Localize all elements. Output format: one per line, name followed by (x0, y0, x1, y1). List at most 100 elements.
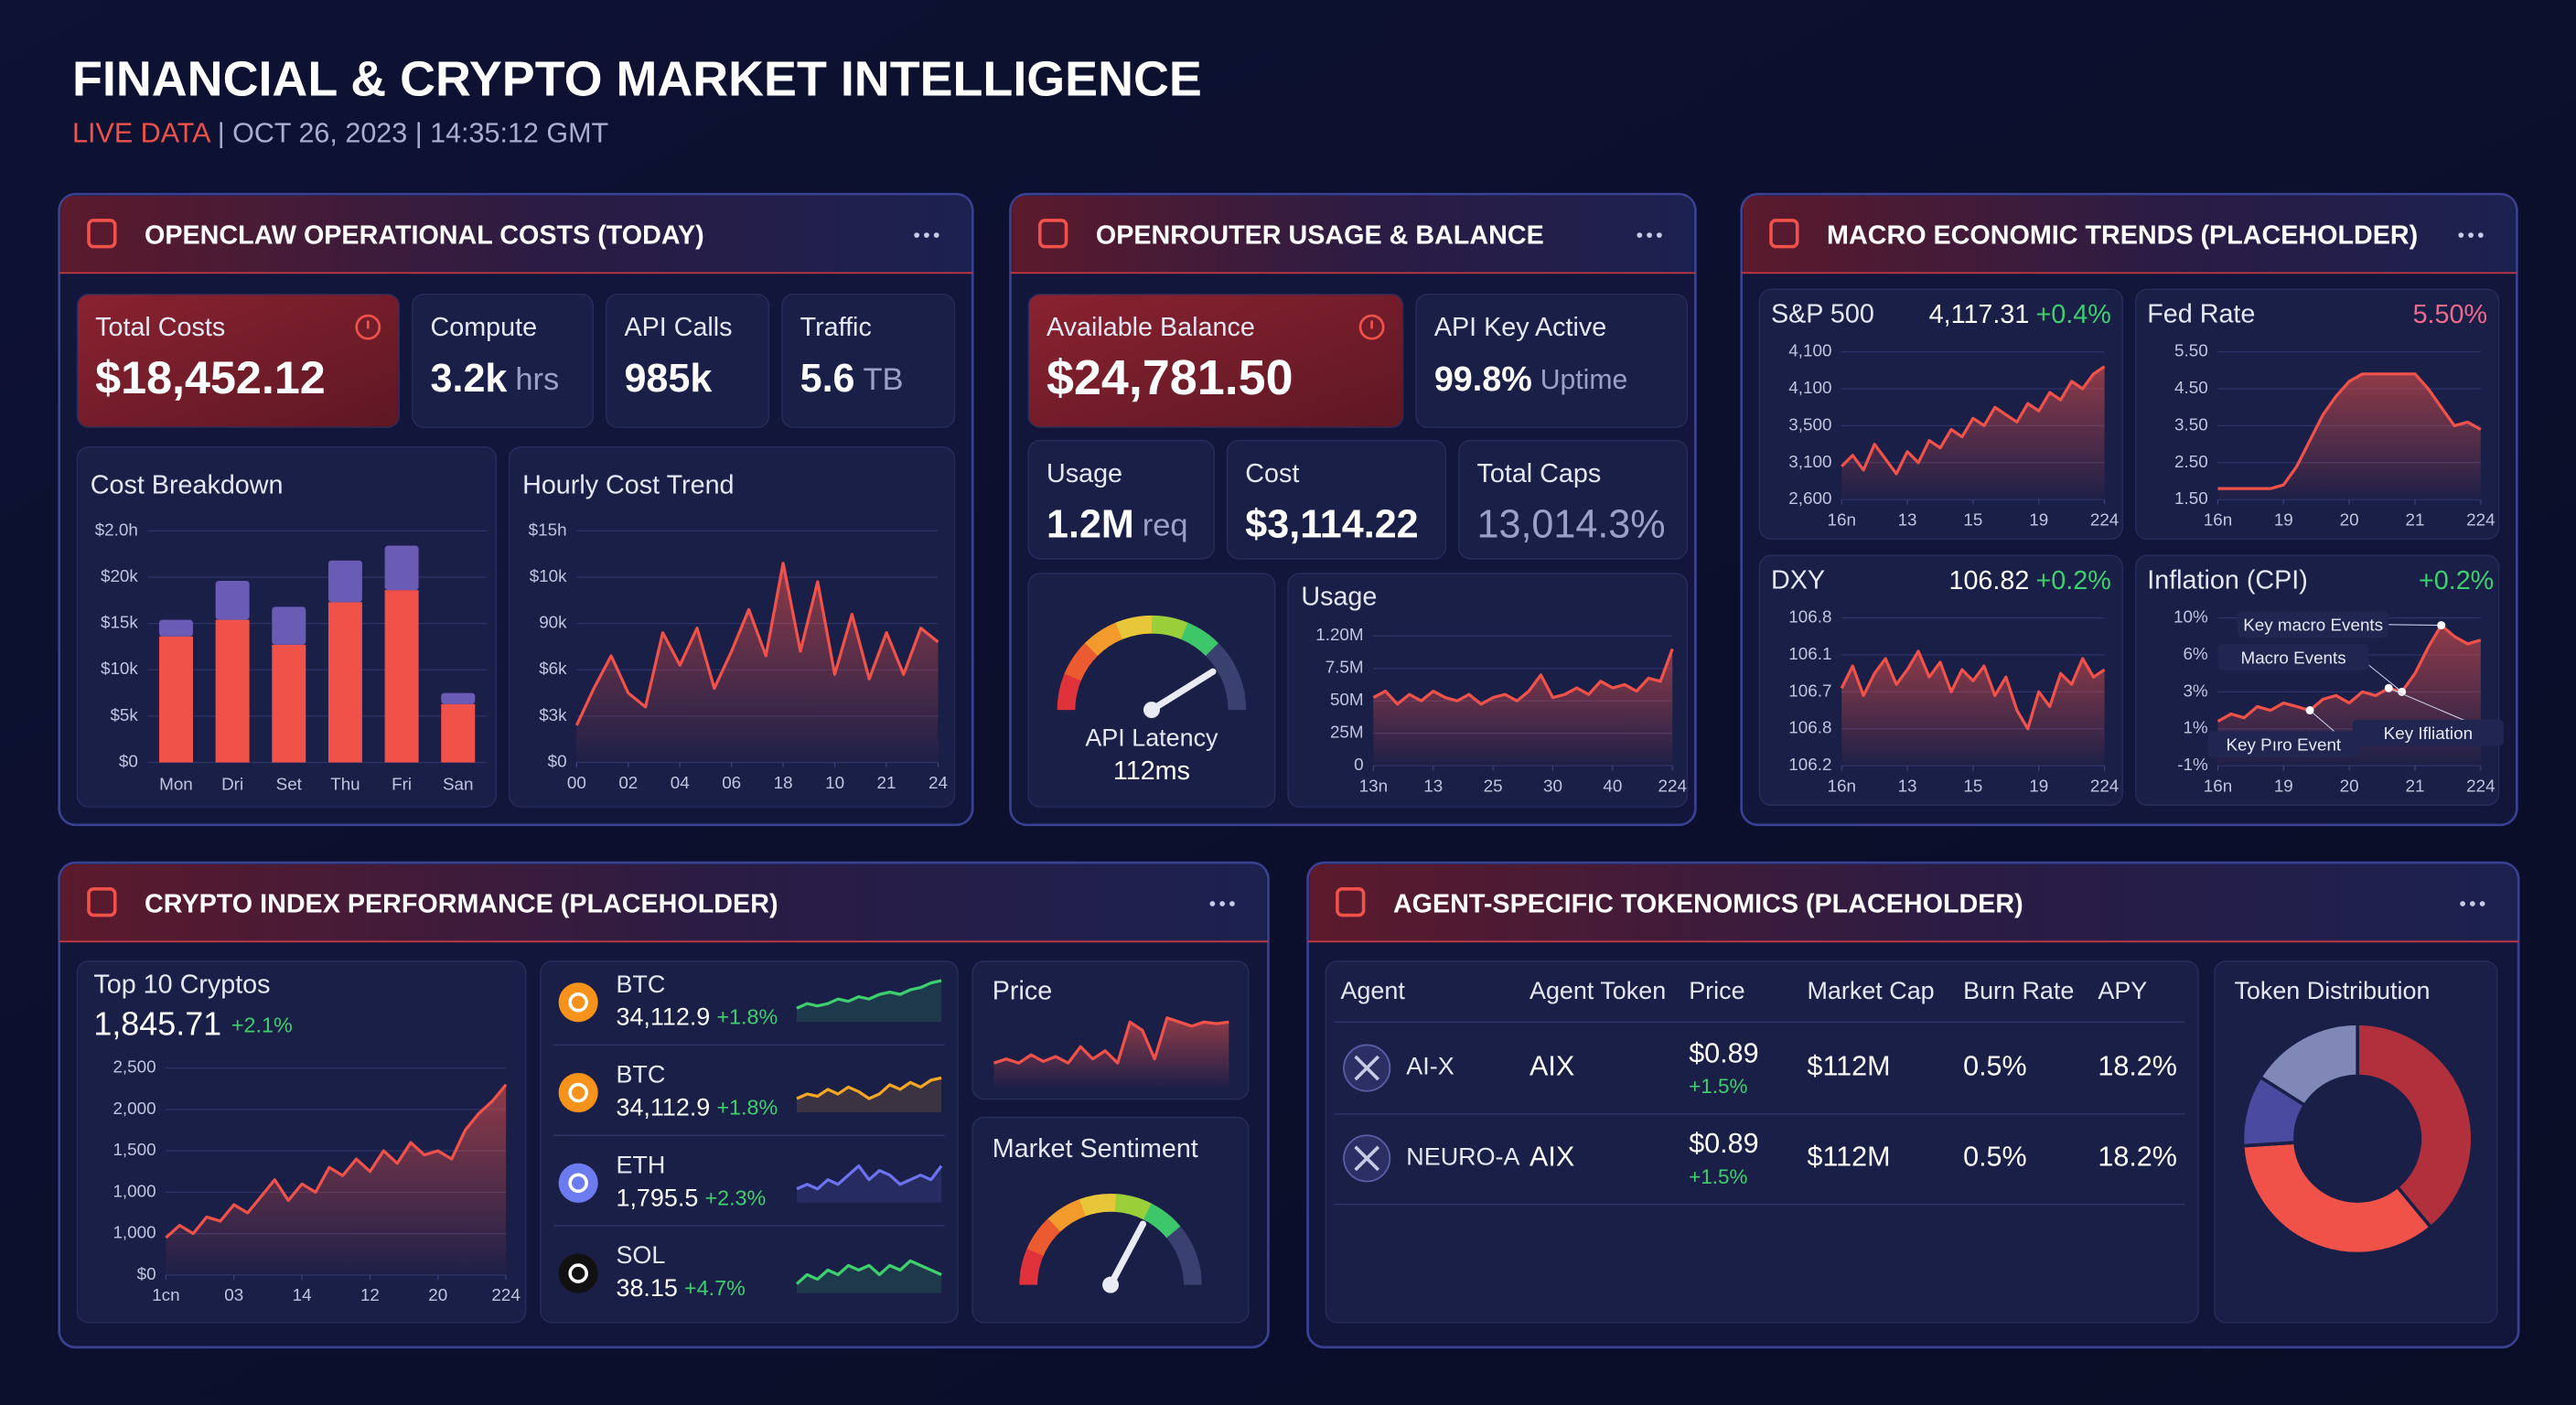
chart-value: 106.82 (1948, 566, 2029, 595)
kpi: $24,781.50 (1046, 350, 1293, 405)
x-tick-label: 21 (2406, 510, 2425, 530)
x-tick-label: 224 (2466, 510, 2495, 530)
x-tick-label: 13n (1359, 776, 1388, 795)
line (796, 1164, 943, 1191)
bar-segment (158, 636, 193, 763)
gauge-arc (1057, 672, 1082, 711)
x-tick-label: 21 (2406, 776, 2425, 795)
gauge-arc (1143, 1203, 1181, 1239)
x-tick-label: 19 (2274, 776, 2293, 795)
y-tick-label: $3k (539, 705, 567, 724)
line-area (2217, 373, 2481, 500)
x-tick-label: Dri (221, 775, 243, 794)
annotation: Macro Events (2241, 648, 2346, 667)
y-tick-label: 3% (2183, 681, 2207, 700)
menu-dot (933, 232, 939, 238)
annotation-box (2352, 719, 2504, 746)
panel-header (1012, 195, 1694, 273)
annotation-box (2217, 644, 2369, 670)
gauge-arc (1205, 643, 1247, 711)
y-tick-label: $6k (539, 659, 567, 678)
menu-dot (1637, 232, 1643, 238)
y-tick-label: $15k (101, 613, 138, 632)
annotation: Key Ifliation (2384, 724, 2473, 743)
agent-icon-glyph (1354, 1055, 1380, 1081)
coin-icon-ring (568, 992, 588, 1013)
menu-dot (1657, 232, 1662, 238)
y-tick-label: 1,500 (113, 1140, 156, 1159)
y-tick-label: 0 (1354, 755, 1363, 774)
x-tick-label: 224 (2090, 510, 2119, 530)
x-tick-label: 19 (2274, 510, 2293, 530)
gauge-needle (1148, 668, 1217, 713)
gauge-hub (1102, 1276, 1120, 1293)
chart-title: Usage (1301, 583, 1377, 612)
line (796, 979, 942, 1010)
chart-title: Inflation (CPI) (2147, 566, 2308, 595)
coin-symbol: BTC (616, 971, 665, 998)
annotation-box (2238, 611, 2389, 638)
x-tick-label: 16n (1827, 510, 1855, 530)
coin-symbol: ETH (616, 1151, 665, 1178)
y-tick-label: $5k (110, 705, 138, 724)
coin-icon (558, 1253, 598, 1293)
card (1325, 960, 2199, 1324)
line (165, 1083, 508, 1239)
bar-segment (384, 590, 419, 763)
kpi: $3,114.22 (1245, 503, 1418, 547)
gauge-arc (1115, 615, 1154, 640)
panel-header (1309, 863, 2517, 942)
x-tick-label: 20 (2340, 776, 2359, 795)
coin-change: +1.8% (716, 1005, 778, 1029)
x-tick-label: 19 (2029, 510, 2048, 530)
x-tick-label: 13 (1423, 776, 1443, 795)
agent-icon-glyph (1354, 1145, 1380, 1172)
kpi-value: 13,014.3% (1477, 503, 1666, 547)
y-tick-label: $10k (530, 566, 567, 585)
apy: 18.2% (2098, 1141, 2177, 1172)
agent-token: AIX (1530, 1141, 1574, 1172)
coin-symbol: SOL (616, 1241, 665, 1269)
agent-token: AIX (1530, 1051, 1574, 1082)
bar-segment (384, 545, 419, 591)
y-tick-label: 1,000 (113, 1223, 156, 1242)
subtitle: LIVE DATA | OCT 26, 2023 | 14:35:12 GMT (72, 118, 608, 149)
line-area (797, 1165, 942, 1203)
gauge-arc (1151, 615, 1189, 640)
menu-dot (2477, 232, 2484, 238)
chart-value: 1,845.71 (93, 1005, 221, 1043)
bar-segment (327, 602, 362, 763)
kpi-label: Traffic (800, 313, 872, 342)
y-tick-label: 10% (2174, 606, 2208, 626)
card (1027, 293, 1404, 428)
annotation-point (2437, 621, 2446, 630)
x-tick-label: 1cn (152, 1285, 179, 1304)
donut-segment (2356, 1022, 2474, 1230)
kpi: 985k (624, 357, 713, 401)
y-tick-label: $2.0h (95, 520, 138, 539)
info-icon (1358, 314, 1385, 340)
kpi-label: Available Balance (1046, 313, 1255, 342)
line (2216, 623, 2482, 724)
coin-change: +2.3% (704, 1185, 766, 1209)
y-tick-label: 4.50 (2174, 378, 2208, 397)
kpi-value: 5.6 (800, 357, 855, 401)
x-tick-label: 16n (2204, 776, 2232, 795)
kpi: 13,014.3% (1477, 503, 1666, 547)
market-cap: $112M (1808, 1051, 1891, 1082)
coin-change: +1.8% (716, 1096, 778, 1120)
donut-segment (2258, 1022, 2359, 1108)
annotation-point (2398, 687, 2407, 696)
kpi-label: Total Costs (95, 313, 225, 342)
chart-title: S&P 500 (1771, 300, 1874, 329)
x-tick-label: 24 (928, 773, 948, 792)
y-tick-label: 4,100 (1788, 341, 1831, 360)
x-tick-label: Fri (392, 775, 412, 794)
token-price: $0.89 (1689, 1128, 1758, 1159)
price-change: +1.5% (1689, 1075, 1747, 1098)
menu-dot (2458, 232, 2464, 238)
table-header: Market Cap (1808, 977, 1935, 1004)
coin-icon-ring (568, 1263, 588, 1283)
bar-segment (272, 644, 306, 763)
